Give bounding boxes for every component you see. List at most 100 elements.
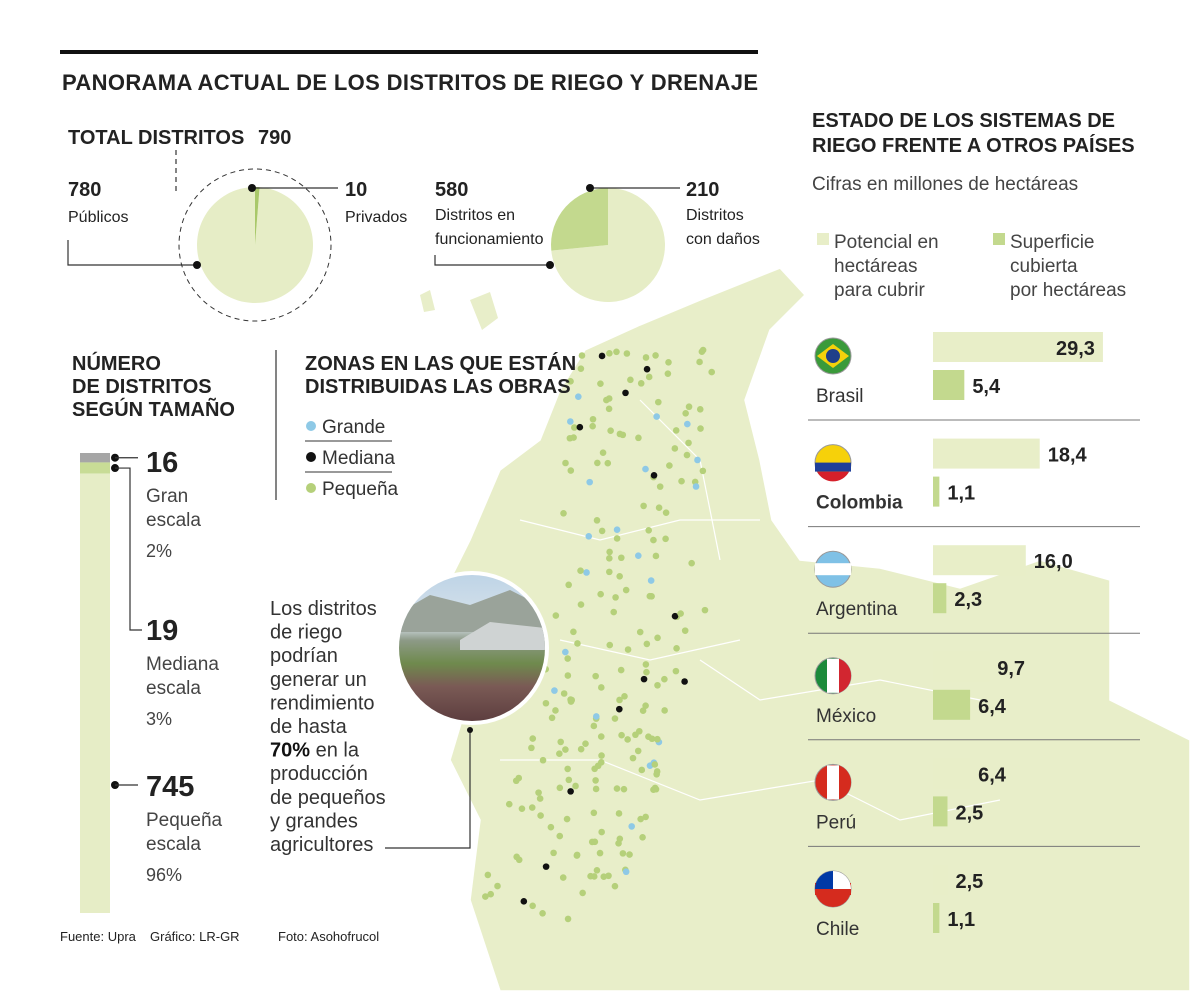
map-dot — [577, 567, 584, 574]
map-dot — [606, 548, 613, 556]
label: por hectáreas — [1010, 280, 1126, 301]
label: SEGÚN TAMAÑO — [72, 397, 235, 421]
map-dot — [682, 410, 689, 417]
map-dot — [589, 422, 596, 430]
label: escala — [146, 834, 201, 855]
label: NÚMERO — [72, 351, 161, 375]
map-dot — [619, 431, 627, 439]
map-dot — [551, 687, 558, 694]
map-dot — [556, 784, 564, 792]
photo — [460, 622, 545, 650]
label: Cifras en millones de hectáreas — [812, 174, 1078, 195]
map-dot — [635, 552, 642, 559]
map-dot — [566, 434, 574, 442]
label: y grandes — [270, 810, 358, 832]
map-dot — [688, 559, 695, 567]
label: 2,5 — [956, 802, 984, 824]
map-dot — [535, 789, 542, 796]
legend-dot — [306, 421, 316, 431]
map-dot — [616, 705, 623, 713]
map-dot — [542, 699, 550, 707]
map-dot — [613, 535, 621, 542]
legend-swatch — [817, 233, 829, 245]
map-dot — [613, 785, 621, 792]
photo — [399, 575, 545, 721]
label: Gráfico: LR-GR — [150, 929, 240, 944]
flag — [815, 462, 851, 472]
map-dot — [664, 370, 672, 377]
pie-slice — [551, 188, 665, 302]
map-dot — [598, 828, 605, 836]
legend-dot — [306, 483, 316, 493]
map-dot — [685, 403, 693, 411]
map-dot — [575, 393, 582, 400]
label: 6,4 — [978, 764, 1007, 786]
map-dot — [646, 592, 654, 600]
label: Chile — [816, 919, 859, 940]
map-dot — [606, 555, 613, 562]
map-dot — [621, 693, 628, 700]
map-dot — [564, 672, 572, 679]
map-dot — [651, 784, 659, 792]
map-dot — [642, 702, 649, 709]
label: cubierta — [1010, 256, 1078, 277]
map-dot — [564, 765, 571, 773]
map-dot — [650, 536, 657, 544]
map-dot — [597, 684, 605, 691]
map-dot — [591, 838, 599, 846]
label: Privados — [345, 209, 407, 226]
map-dot — [642, 354, 650, 361]
map-dot — [515, 856, 523, 864]
map-dot — [600, 873, 608, 881]
map-dot — [590, 809, 598, 817]
map-dot — [592, 713, 600, 720]
bar — [933, 438, 1040, 469]
map-dot — [638, 766, 646, 774]
map-dot — [597, 380, 604, 387]
flag — [826, 349, 840, 363]
bar — [933, 476, 940, 507]
map-dot — [562, 459, 569, 467]
label: 3% — [146, 709, 172, 729]
map-dot — [623, 350, 631, 357]
label: hectáreas — [834, 256, 917, 277]
label: de riego — [270, 622, 342, 644]
label: Fuente: Upra — [60, 929, 137, 944]
map-dot — [653, 768, 661, 775]
map-dot — [683, 451, 691, 459]
map-dot — [610, 608, 618, 616]
label: ESTADO DE LOS SISTEMAS DE — [812, 110, 1115, 132]
map-dot — [528, 744, 535, 752]
map-dot — [574, 640, 581, 647]
map-dot — [618, 731, 625, 739]
map-dot — [565, 581, 572, 589]
map-dot — [696, 406, 704, 413]
map-dot — [661, 675, 668, 683]
map-dot — [643, 640, 651, 648]
label: Colombia — [816, 493, 903, 514]
label: 5,4 — [972, 376, 1001, 398]
label: de hasta — [270, 716, 348, 738]
map-dot — [590, 873, 598, 880]
map-dot — [694, 456, 701, 464]
map-dot — [593, 517, 601, 524]
map-dot — [484, 871, 492, 879]
map-dot — [592, 672, 599, 680]
bar-segment — [80, 473, 110, 913]
map-dot — [677, 610, 684, 617]
map-dot — [651, 761, 659, 768]
map-dot — [598, 352, 606, 360]
map-dot — [636, 628, 644, 636]
map-dot — [583, 569, 590, 576]
map-dot — [681, 627, 689, 634]
map-dot — [701, 606, 709, 614]
map-dot — [622, 868, 630, 876]
map-dot — [652, 552, 660, 560]
note-text: 70% en la — [270, 740, 360, 762]
map-dot — [539, 756, 547, 764]
map-dot — [604, 459, 612, 467]
map-dot — [661, 707, 668, 714]
map-dot — [622, 389, 629, 397]
map-dot — [598, 752, 605, 759]
